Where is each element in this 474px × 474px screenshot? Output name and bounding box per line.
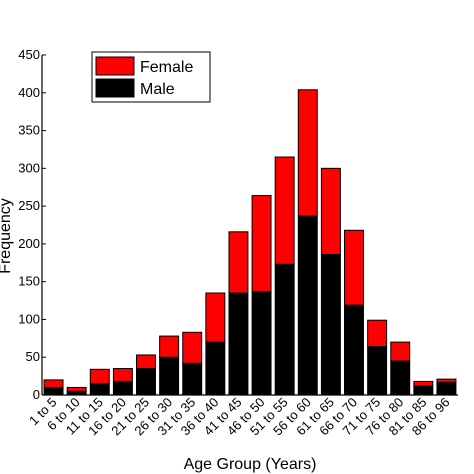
legend-swatch-female [95, 56, 135, 76]
bar-female-4 [136, 354, 156, 370]
bar-male-12 [320, 253, 341, 396]
bar-male-13 [344, 304, 364, 396]
bar-female-14 [367, 319, 388, 348]
bar-female-9 [251, 195, 272, 292]
bar-male-15 [390, 360, 411, 396]
bar-male-8 [228, 292, 249, 396]
bar-female-2 [89, 368, 110, 385]
bar-female-8 [228, 231, 249, 294]
x-axis-title: Age Group (Years) [184, 456, 317, 473]
legend-label-female: Female [140, 59, 193, 76]
bar-male-7 [205, 341, 226, 396]
bar-male-14 [367, 346, 388, 396]
y-tick-label: 50 [26, 349, 40, 364]
bar-male-5 [159, 356, 180, 396]
bar-male-6 [182, 362, 203, 396]
y-tick-label: 150 [18, 274, 40, 289]
bar-female-5 [159, 335, 180, 358]
bar-female-11 [297, 89, 318, 217]
axes-group [41, 55, 458, 396]
y-axis-title: Frequency [0, 198, 14, 274]
bar-female-17 [436, 378, 457, 383]
bar-female-0 [43, 379, 64, 388]
legend-label-male: Male [140, 81, 175, 98]
y-tick-label: 400 [18, 85, 40, 100]
y-tick-label: 200 [18, 236, 40, 251]
y-tick-label: 350 [18, 123, 40, 138]
bar-female-10 [274, 156, 295, 265]
legend-swatch-male [95, 78, 135, 98]
y-tick-label: 250 [18, 198, 40, 213]
bar-female-6 [182, 331, 203, 364]
bars-group [43, 89, 457, 396]
bar-male-9 [251, 290, 272, 396]
bar-male-11 [297, 215, 318, 396]
bar-female-3 [112, 368, 133, 382]
bar-female-1 [66, 386, 87, 392]
bar-male-10 [274, 263, 295, 396]
bar-female-15 [390, 341, 411, 362]
bar-female-13 [344, 229, 364, 306]
bar-female-7 [205, 292, 226, 343]
y-tick-label: 300 [18, 160, 40, 175]
bar-female-12 [320, 167, 341, 255]
y-tick-label: 450 [18, 47, 40, 62]
y-tick-label: 100 [18, 311, 40, 326]
legend: Female Male [91, 51, 211, 103]
bar-female-16 [413, 380, 434, 387]
y-tick-label: 0 [33, 387, 40, 402]
